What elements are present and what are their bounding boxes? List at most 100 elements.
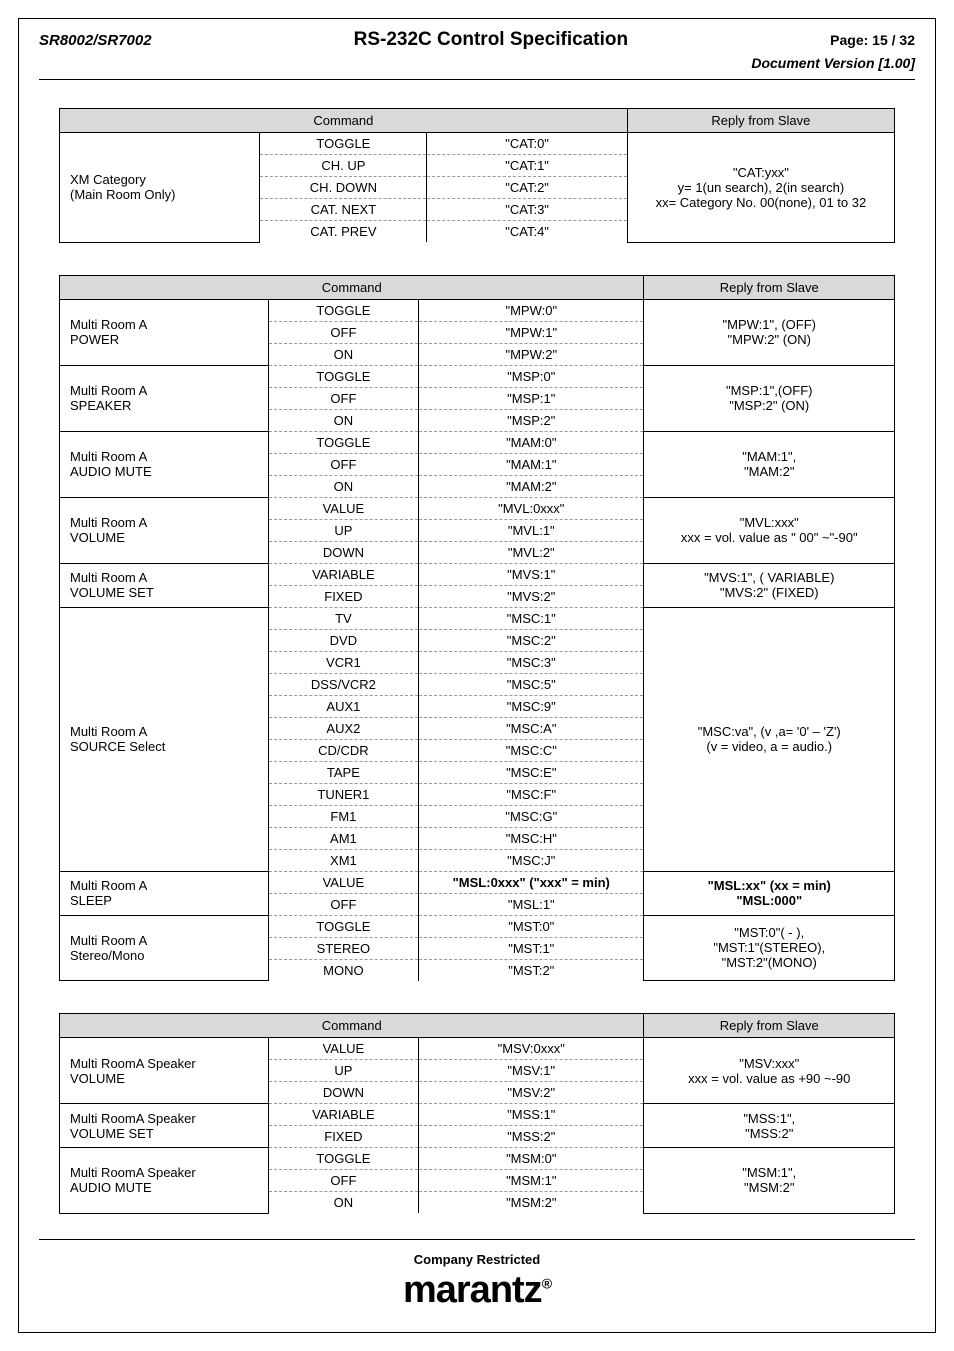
val-cell: "MPW:1"	[419, 321, 644, 343]
val-cell: "MVL:2"	[419, 541, 644, 563]
cmd-cell: TOGGLE	[268, 915, 418, 937]
row-label: Multi Room AStereo/Mono	[60, 915, 269, 981]
val-cell: "MSL:1"	[419, 893, 644, 915]
cmd-cell: VARIABLE	[268, 1104, 418, 1126]
cmd-cell: TV	[268, 607, 418, 629]
val-cell: "MSS:2"	[419, 1126, 644, 1148]
cmd-cell: MONO	[268, 959, 418, 981]
th-reply: Reply from Slave	[644, 275, 895, 299]
cmd-cell: TOGGLE	[268, 365, 418, 387]
val-cell: "CAT:2"	[427, 177, 627, 199]
cmd-cell: TAPE	[268, 761, 418, 783]
val-cell: "MSC:G"	[419, 805, 644, 827]
row-label: Multi Room ASOURCE Select	[60, 607, 269, 871]
cmd-cell: TUNER1	[268, 783, 418, 805]
cmd-cell: ON	[268, 343, 418, 365]
cmd-cell: CH. DOWN	[260, 177, 427, 199]
cmd-cell: DSS/VCR2	[268, 673, 418, 695]
cmd-cell: FM1	[268, 805, 418, 827]
row-label: Multi Room ASLEEP	[60, 871, 269, 915]
val-cell: "MVS:1"	[419, 563, 644, 585]
reply-cell: "MSM:1","MSM:2"	[644, 1148, 895, 1214]
val-cell: "MSC:H"	[419, 827, 644, 849]
val-cell: "MSC:3"	[419, 651, 644, 673]
val-cell: "MSV:1"	[419, 1060, 644, 1082]
header-title: RS-232C Control Specification	[354, 29, 629, 51]
header-page: Page: 15 / 32	[830, 32, 915, 48]
footer-logo: marantz®	[19, 1269, 935, 1312]
reply-cell: "MSC:va", (v ,a= '0' – 'Z')(v = video, a…	[644, 607, 895, 871]
th-command: Command	[60, 109, 628, 133]
cmd-cell: DOWN	[268, 1082, 418, 1104]
cmd-cell: CAT. PREV	[260, 221, 427, 243]
reply-cell: "MVL:xxx"xxx = vol. value as " 00" ~"-90…	[644, 497, 895, 563]
cmd-cell: XM1	[268, 849, 418, 871]
cmd-cell: OFF	[268, 321, 418, 343]
val-cell: "MST:2"	[419, 959, 644, 981]
val-cell: "MSM:1"	[419, 1170, 644, 1192]
th-reply: Reply from Slave	[627, 109, 894, 133]
val-cell: "CAT:0"	[427, 133, 627, 155]
val-cell: "CAT:3"	[427, 199, 627, 221]
cmd-cell: FIXED	[268, 1126, 418, 1148]
val-cell: "MST:1"	[419, 937, 644, 959]
reply-cell: "MPW:1", (OFF)"MPW:2" (ON)	[644, 299, 895, 365]
reply-cell: "MSV:xxx"xxx = vol. value as +90 ~-90	[644, 1038, 895, 1104]
cmd-cell: OFF	[268, 1170, 418, 1192]
cmd-cell: UP	[268, 1060, 418, 1082]
row-label: Multi RoomA SpeakerAUDIO MUTE	[60, 1148, 269, 1214]
row-label: Multi Room ASPEAKER	[60, 365, 269, 431]
val-cell: "MSC:C"	[419, 739, 644, 761]
table-multiroom-a: Command Reply from Slave Multi Room APOW…	[59, 275, 895, 982]
footer-divider	[39, 1239, 915, 1240]
footer-text: Company Restricted	[19, 1252, 935, 1267]
th-command: Command	[60, 1014, 644, 1038]
th-command: Command	[60, 275, 644, 299]
cmd-cell: VCR1	[268, 651, 418, 673]
cmd-cell: AUX2	[268, 717, 418, 739]
val-cell: "MSS:1"	[419, 1104, 644, 1126]
cmd-cell: ON	[268, 1192, 418, 1214]
val-cell: "CAT:1"	[427, 155, 627, 177]
val-cell: "MSC:2"	[419, 629, 644, 651]
val-cell: "MVL:0xxx"	[419, 497, 644, 519]
page-header: SR8002/SR7002 RS-232C Control Specificat…	[19, 19, 935, 55]
cmd-cell: STEREO	[268, 937, 418, 959]
cmd-cell: CH. UP	[260, 155, 427, 177]
val-cell: "MSC:1"	[419, 607, 644, 629]
val-cell: "MSP:1"	[419, 387, 644, 409]
cmd-cell: ON	[268, 475, 418, 497]
val-cell: "MPW:0"	[419, 299, 644, 321]
cmd-cell: ON	[268, 409, 418, 431]
reply-cell: "CAT:yxx"y= 1(un search), 2(in search)xx…	[627, 133, 894, 243]
cmd-cell: OFF	[268, 387, 418, 409]
cmd-cell: TOGGLE	[268, 1148, 418, 1170]
table-multiroom-a-speaker: Command Reply from Slave Multi RoomA Spe…	[59, 1013, 895, 1214]
row-label: Multi Room AAUDIO MUTE	[60, 431, 269, 497]
val-cell: "MAM:0"	[419, 431, 644, 453]
cmd-cell: AM1	[268, 827, 418, 849]
cmd-cell: DVD	[268, 629, 418, 651]
val-cell: "MSV:0xxx"	[419, 1038, 644, 1060]
val-cell: "MVS:2"	[419, 585, 644, 607]
val-cell: "MAM:1"	[419, 453, 644, 475]
val-cell: "MSC:J"	[419, 849, 644, 871]
th-reply: Reply from Slave	[644, 1014, 895, 1038]
val-cell: "MSC:5"	[419, 673, 644, 695]
val-cell: "MSC:E"	[419, 761, 644, 783]
cmd-cell: VALUE	[268, 1038, 418, 1060]
cmd-cell: TOGGLE	[268, 431, 418, 453]
cmd-cell: VALUE	[268, 871, 418, 893]
cmd-cell: FIXED	[268, 585, 418, 607]
cmd-cell: TOGGLE	[260, 133, 427, 155]
val-cell: "MSP:0"	[419, 365, 644, 387]
cmd-cell: VALUE	[268, 497, 418, 519]
val-cell: "MSP:2"	[419, 409, 644, 431]
cmd-cell: AUX1	[268, 695, 418, 717]
cmd-cell: OFF	[268, 893, 418, 915]
val-cell: "MSC:9"	[419, 695, 644, 717]
row-label: XM Category(Main Room Only)	[60, 133, 260, 243]
val-cell: "MSM:0"	[419, 1148, 644, 1170]
reply-cell: "MSP:1",(OFF)"MSP:2" (ON)	[644, 365, 895, 431]
reply-cell: "MVS:1", ( VARIABLE)"MVS:2" (FIXED)	[644, 563, 895, 607]
